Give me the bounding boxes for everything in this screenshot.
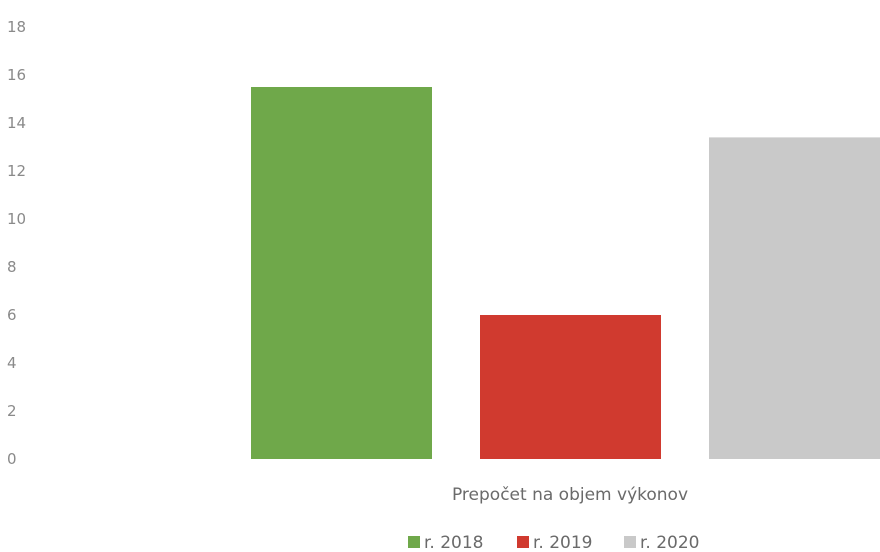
legend: r. 2018 r. 2019 r. 2020	[408, 533, 700, 552]
y-tick-label: 12	[7, 162, 26, 180]
y-tick-label: 0	[7, 450, 17, 468]
legend-swatch	[408, 536, 420, 548]
legend-swatch	[517, 536, 529, 548]
legend-label: r. 2019	[533, 533, 593, 552]
y-tick-label: 16	[7, 66, 26, 84]
bar-r-2018	[251, 87, 432, 459]
y-tick-label: 10	[7, 210, 26, 228]
y-tick-label: 6	[7, 306, 17, 324]
y-tick-label: 14	[7, 114, 26, 132]
legend-swatch	[624, 536, 636, 548]
y-tick-label: 4	[7, 354, 17, 372]
y-tick-label: 8	[7, 258, 17, 276]
bar-r-2019	[480, 315, 661, 459]
bar-r-2020	[709, 137, 880, 459]
bars	[251, 87, 880, 459]
y-tick-label: 18	[7, 18, 26, 36]
legend-label: r. 2018	[424, 533, 484, 552]
y-axis: 0 2 4 6 8 10 12 14 16 18	[7, 18, 26, 468]
x-axis: Prepočet na objem výkonov	[452, 485, 688, 505]
legend-label: r. 2020	[640, 533, 700, 552]
y-tick-label: 2	[7, 402, 17, 420]
category-label: Prepočet na objem výkonov	[452, 485, 688, 505]
